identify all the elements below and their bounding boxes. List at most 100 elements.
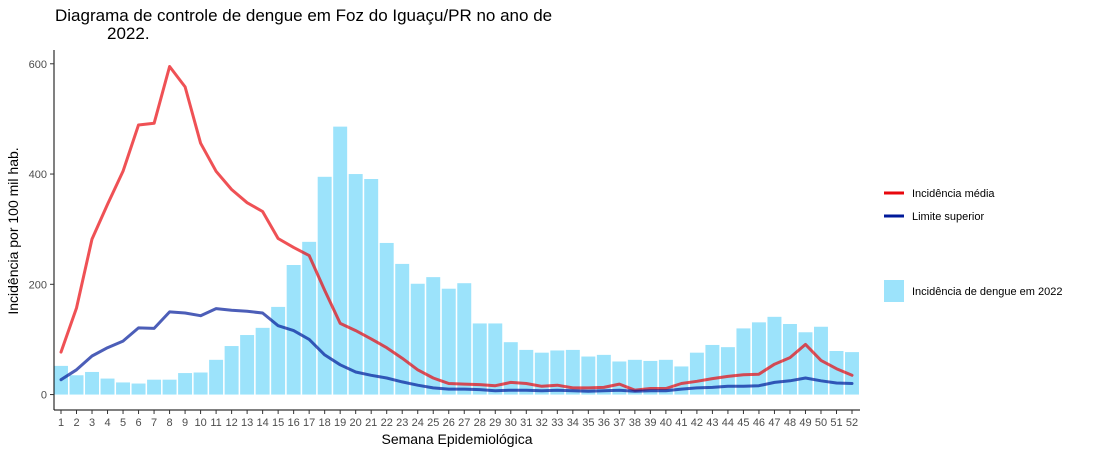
x-tick-label-18: 18 bbox=[319, 417, 331, 429]
x-tick-label-2: 2 bbox=[73, 417, 79, 429]
bar-week-4 bbox=[100, 378, 115, 395]
bar-week-10 bbox=[193, 372, 208, 395]
x-tick-label-34: 34 bbox=[567, 417, 579, 429]
bar-week-5 bbox=[116, 382, 131, 395]
x-tick-label-35: 35 bbox=[582, 417, 594, 429]
x-tick-label-28: 28 bbox=[474, 417, 486, 429]
x-tick-label-22: 22 bbox=[381, 417, 393, 429]
bar-week-11 bbox=[209, 359, 224, 395]
bar-week-27 bbox=[457, 283, 472, 395]
bar-week-7 bbox=[147, 379, 162, 395]
x-tick-label-51: 51 bbox=[830, 417, 842, 429]
bar-week-23 bbox=[395, 263, 410, 395]
x-tick-label-39: 39 bbox=[644, 417, 656, 429]
bar-week-43 bbox=[705, 344, 720, 395]
bar-week-36 bbox=[596, 354, 611, 395]
chart-title-line2: 2022. bbox=[107, 24, 150, 43]
bar-week-26 bbox=[441, 288, 456, 395]
x-ticks: 1 2 3 4 5 6 7 8 9 10 11 12 13 14 15 16 17 18 19 20 21 22 23 24 2… bbox=[58, 410, 858, 429]
y-tick-label-600: 600 bbox=[29, 59, 47, 71]
bar-week-51 bbox=[829, 351, 844, 395]
bar-week-47 bbox=[767, 316, 782, 395]
x-tick-label-31: 31 bbox=[520, 417, 532, 429]
bar-week-13 bbox=[240, 335, 255, 395]
bar-week-15 bbox=[271, 306, 286, 395]
x-tick-label-44: 44 bbox=[722, 417, 734, 429]
x-tick-label-40: 40 bbox=[660, 417, 672, 429]
bar-week-2 bbox=[69, 375, 84, 395]
legend: Incidência média Limite superior Incidên… bbox=[884, 188, 1062, 302]
x-tick-label-50: 50 bbox=[815, 417, 827, 429]
bar-week-6 bbox=[131, 383, 146, 395]
x-tick-label-6: 6 bbox=[135, 417, 141, 429]
x-tick-label-12: 12 bbox=[225, 417, 237, 429]
x-tick-label-5: 5 bbox=[120, 417, 126, 429]
x-tick-label-20: 20 bbox=[350, 417, 362, 429]
x-tick-label-24: 24 bbox=[412, 417, 424, 429]
bar-week-18 bbox=[317, 176, 332, 395]
x-tick-label-42: 42 bbox=[691, 417, 703, 429]
x-tick-label-10: 10 bbox=[194, 417, 206, 429]
bar-week-30 bbox=[503, 342, 518, 395]
legend-label-incidencia-media: Incidência média bbox=[912, 188, 995, 200]
lines-layer bbox=[59, 65, 854, 393]
bar-week-42 bbox=[689, 352, 704, 395]
bar-week-14 bbox=[255, 327, 270, 395]
x-axis-label: Semana Epidemiológica bbox=[382, 431, 533, 447]
bar-week-25 bbox=[426, 277, 441, 395]
bar-week-32 bbox=[534, 352, 549, 395]
x-tick-label-37: 37 bbox=[613, 417, 625, 429]
y-tick-label-400: 400 bbox=[29, 169, 47, 181]
bar-week-39 bbox=[643, 360, 658, 395]
series-line-0 bbox=[59, 65, 854, 392]
bar-week-31 bbox=[519, 349, 534, 395]
bar-week-35 bbox=[581, 356, 596, 395]
bar-week-44 bbox=[720, 347, 735, 395]
x-tick-label-49: 49 bbox=[799, 417, 811, 429]
bar-week-34 bbox=[565, 349, 580, 395]
x-tick-label-15: 15 bbox=[272, 417, 284, 429]
bars-layer bbox=[54, 126, 859, 395]
bar-week-21 bbox=[364, 179, 379, 395]
bar-week-45 bbox=[736, 328, 751, 395]
y-tick-label-200: 200 bbox=[29, 279, 47, 291]
x-tick-label-46: 46 bbox=[753, 417, 765, 429]
bar-week-22 bbox=[379, 242, 394, 395]
x-tick-label-32: 32 bbox=[536, 417, 548, 429]
x-tick-label-14: 14 bbox=[257, 417, 269, 429]
bar-week-3 bbox=[85, 371, 99, 395]
x-tick-label-48: 48 bbox=[784, 417, 796, 429]
x-tick-label-43: 43 bbox=[706, 417, 718, 429]
bar-week-20 bbox=[348, 174, 363, 395]
bar-week-46 bbox=[751, 322, 766, 395]
x-tick-label-8: 8 bbox=[167, 417, 173, 429]
x-tick-label-47: 47 bbox=[768, 417, 780, 429]
y-tick-label-0: 0 bbox=[41, 390, 47, 402]
x-tick-label-30: 30 bbox=[505, 417, 517, 429]
y-ticks: 0 200 400 600 bbox=[29, 59, 54, 402]
x-tick-label-16: 16 bbox=[288, 417, 300, 429]
x-tick-label-23: 23 bbox=[396, 417, 408, 429]
x-tick-label-27: 27 bbox=[458, 417, 470, 429]
bar-week-8 bbox=[162, 379, 177, 395]
x-tick-label-1: 1 bbox=[58, 417, 64, 429]
legend-key-incidencia-2022 bbox=[884, 280, 904, 302]
series-line-1 bbox=[59, 307, 854, 393]
x-tick-label-13: 13 bbox=[241, 417, 253, 429]
bar-week-29 bbox=[488, 323, 503, 395]
bar-week-12 bbox=[224, 346, 239, 395]
x-tick-label-19: 19 bbox=[334, 417, 346, 429]
bar-week-19 bbox=[333, 126, 348, 395]
y-axis-label: Incidência por 100 mil hab. bbox=[5, 147, 21, 314]
bar-week-28 bbox=[472, 323, 487, 395]
x-tick-label-25: 25 bbox=[427, 417, 439, 429]
bar-week-33 bbox=[550, 350, 565, 395]
x-tick-label-52: 52 bbox=[846, 417, 858, 429]
x-tick-label-29: 29 bbox=[489, 417, 501, 429]
x-tick-label-11: 11 bbox=[210, 417, 221, 429]
x-tick-label-17: 17 bbox=[303, 417, 315, 429]
x-tick-label-26: 26 bbox=[443, 417, 455, 429]
legend-label-limite-superior: Limite superior bbox=[912, 211, 984, 223]
x-tick-label-3: 3 bbox=[89, 417, 95, 429]
bar-week-17 bbox=[302, 241, 317, 395]
